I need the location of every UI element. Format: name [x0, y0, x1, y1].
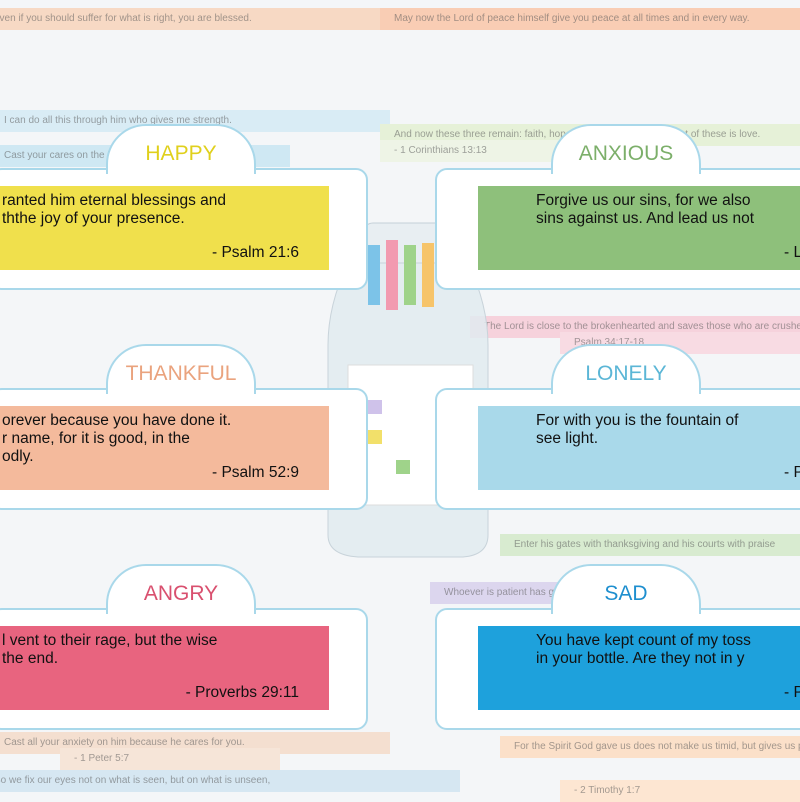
verse-line: l vent to their rage, but the wise — [2, 632, 218, 649]
verse-line: ranted him eternal blessings and — [2, 192, 227, 209]
jar-strip — [404, 245, 416, 305]
card: ANGRY l vent to their rage, but the wise t… — [0, 564, 368, 730]
verse-reference: - P — [784, 464, 800, 481]
verse-line: Forgive us our sins, for we also — [536, 192, 751, 209]
background-strip: I can do all this through him who gives … — [0, 110, 390, 132]
verse-line: the end. — [2, 650, 59, 667]
verse-line: You have kept count of my toss — [536, 632, 751, 649]
verse-reference: - L — [784, 244, 800, 261]
jar-icon — [396, 460, 410, 474]
verse-box: l vent to their rage, but the wise the en… — [0, 626, 329, 710]
verse-line: orever because you have done it. — [2, 412, 232, 429]
card-label: LONELY — [551, 344, 701, 394]
card-label: THANKFUL — [106, 344, 256, 394]
background-strip: So we fix our eyes not on what is seen, … — [0, 770, 460, 792]
verse-reference: - Psalm 52:9 — [211, 464, 299, 481]
jar-strip — [386, 240, 398, 310]
background-strip: even if you should suffer for what is ri… — [0, 8, 380, 30]
background-strip: - 1 Peter 5:7 — [60, 748, 280, 770]
verse-reference: - Psalm 21:6 — [211, 244, 299, 261]
card-label: ANXIOUS — [551, 124, 701, 174]
background-strip: For the Spirit God gave us does not make… — [500, 736, 800, 758]
card: ANXIOUS Forgive us our sins, for we also s… — [435, 124, 800, 290]
card-label: HAPPY — [106, 124, 256, 174]
verse-box: For with you is the fountain of see light… — [478, 406, 800, 490]
card: LONELY For with you is the fountain of see… — [435, 344, 800, 510]
card: HAPPY ranted him eternal blessings and tht… — [0, 124, 368, 290]
verse-line: see light. — [536, 430, 599, 447]
card-label: ANGRY — [106, 564, 256, 614]
verse-line: in your bottle. Are they not in y — [536, 650, 745, 667]
verse-line: ththe joy of your presence. — [2, 210, 185, 227]
jar-strip — [368, 245, 380, 305]
background-strip: May now the Lord of peace himself give y… — [380, 8, 800, 30]
card: THANKFUL orever because you have done it.… — [0, 344, 368, 510]
verse-line: odly. — [2, 448, 34, 465]
verse-line: sins against us. And lead us not — [536, 210, 755, 227]
jar-icon — [368, 400, 382, 414]
verse-box: ranted him eternal blessings and ththe jo… — [0, 186, 329, 270]
verse-line: For with you is the fountain of — [536, 412, 739, 429]
jar-icon — [368, 430, 382, 444]
background-strip: Enter his gates with thanksgiving and hi… — [500, 534, 800, 556]
card-label: SAD — [551, 564, 701, 614]
background-strip: - 2 Timothy 1:7 — [560, 780, 800, 802]
verse-box: Forgive us our sins, for we also sins aga… — [478, 186, 800, 270]
jar-strip — [422, 243, 434, 307]
verse-reference: - P — [784, 684, 800, 701]
card: SAD You have kept count of my toss in your… — [435, 564, 800, 730]
verse-line: r name, for it is good, in the — [2, 430, 190, 447]
verse-box: You have kept count of my toss in your bo… — [478, 626, 800, 710]
verse-reference: - Proverbs 29:11 — [185, 684, 299, 701]
verse-box: orever because you have done it. r name, … — [0, 406, 329, 490]
